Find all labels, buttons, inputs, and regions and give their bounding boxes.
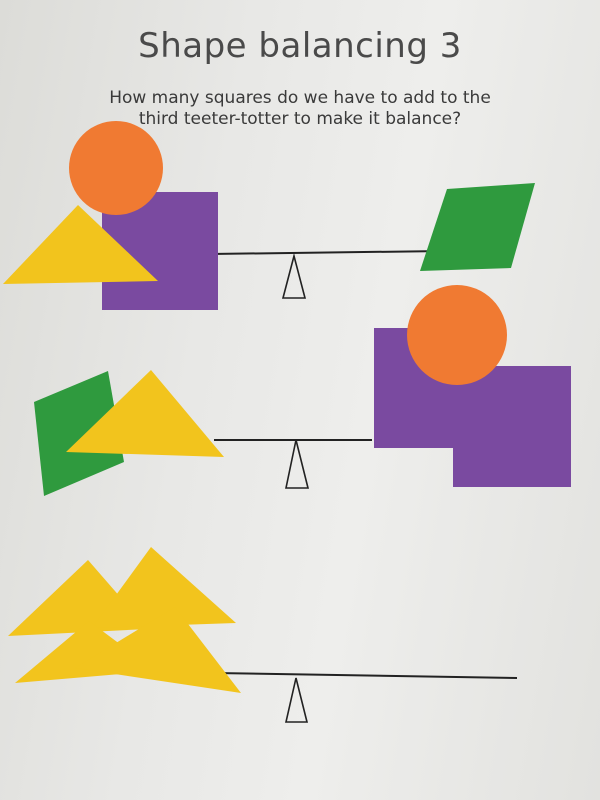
teeter-totter-3	[8, 547, 517, 722]
orange-circle-shape	[69, 121, 163, 215]
orange-circle-shape	[407, 285, 507, 385]
fulcrum-1	[283, 256, 305, 298]
fulcrum-3	[286, 678, 307, 722]
purple-square-shape	[453, 366, 571, 487]
fulcrum-2	[286, 440, 308, 488]
beam-3	[214, 673, 517, 678]
green-rhombus-shape	[420, 183, 535, 271]
teeter-totter-2	[34, 285, 571, 496]
beam-1	[210, 251, 445, 254]
teeter-totter-1	[3, 121, 535, 310]
